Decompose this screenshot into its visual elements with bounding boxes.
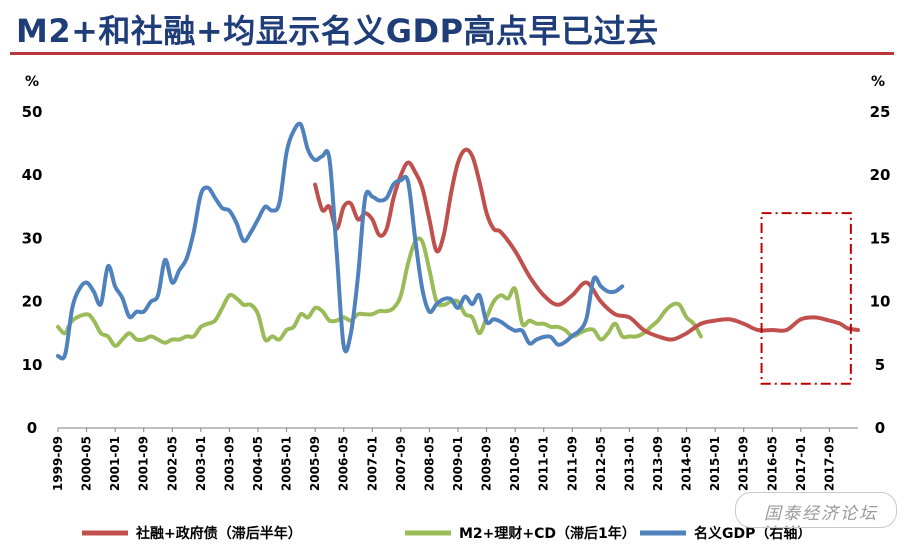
legend-label-2: 名义GDP（右轴） [694,525,811,542]
right-axis-unit: % [871,74,885,90]
x-tick-label: 2007-01 [365,436,379,491]
series-line-0 [313,147,860,342]
x-axis-ticks: 1999-09 2000-05 2001-01 2001-09 2002-05 2003-… [51,428,836,491]
left-tick-label: 50 [22,103,43,121]
right-tick-label: 10 [870,293,891,311]
x-tick-label: 2008-05 [422,436,436,491]
x-tick-label: 2012-05 [594,436,608,491]
x-tick-label: 2013-01 [622,436,636,491]
x-tick-label: 2016-05 [765,436,779,491]
x-tick-label: 2009-01 [451,436,465,491]
x-tick-label: 2014-05 [680,436,694,491]
right-tick-label: 25 [870,103,891,121]
series-line-1 [56,236,703,348]
left-tick-label: 40 [22,166,43,184]
x-tick-label: 2007-09 [394,436,408,491]
series-layer [56,121,860,361]
left-axis-ticks: 0 10 20 30 40 50 [22,103,43,437]
highlight-box [760,212,852,385]
right-tick-label: 5 [875,356,885,374]
x-tick-label: 2003-01 [194,436,208,491]
x-tick-label: 2013-09 [651,436,665,491]
page-title: M2+和社融+均显示名义GDP高点早已过去 [16,12,659,50]
left-tick-label: 0 [27,419,37,437]
x-tick-label: 2017-09 [822,436,836,491]
left-tick-label: 10 [22,356,43,374]
x-tick-label: 2001-09 [137,436,151,491]
legend-label-1: M2+理财+CD（滞后1年） [459,525,636,542]
x-tick-label: 2003-09 [222,436,236,491]
x-tick-label: 2010-05 [508,436,522,491]
x-tick-label: 2001-01 [108,436,122,491]
watermark-seal: 国泰经济论坛 [735,492,897,528]
x-tick-label: 2005-01 [280,436,294,491]
x-tick-label: 2000-05 [80,436,94,491]
left-tick-label: 30 [22,229,43,247]
title-divider [10,52,894,55]
x-tick-label: 2004-05 [251,436,265,491]
x-tick-label: 2011-09 [565,436,579,491]
legend-label-0: 社融+政府债（滞后半年） [135,525,302,542]
right-tick-label: 0 [875,419,885,437]
x-tick-label: 1999-09 [51,436,65,491]
legend: 社融+政府债（滞后半年） M2+理财+CD（滞后1年） 名义GDP（右轴） [82,525,811,542]
watermark-text: 国泰经济论坛 [764,504,878,524]
x-tick-label: 2011-01 [537,436,551,491]
x-tick-label: 2002-05 [165,436,179,491]
x-tick-label: 2015-09 [737,436,751,491]
right-tick-label: 20 [870,166,891,184]
x-tick-label: 2015-01 [708,436,722,491]
x-tick-label: 2005-09 [308,436,322,491]
right-tick-label: 15 [870,229,891,247]
left-axis-unit: % [25,74,39,90]
left-tick-label: 20 [22,293,43,311]
x-tick-label: 2009-09 [480,436,494,491]
right-axis-ticks: 0 5 10 15 20 25 [870,103,891,437]
series-line-2 [56,121,625,361]
x-tick-label: 2017-01 [794,436,808,491]
x-tick-label: 2006-05 [337,436,351,491]
